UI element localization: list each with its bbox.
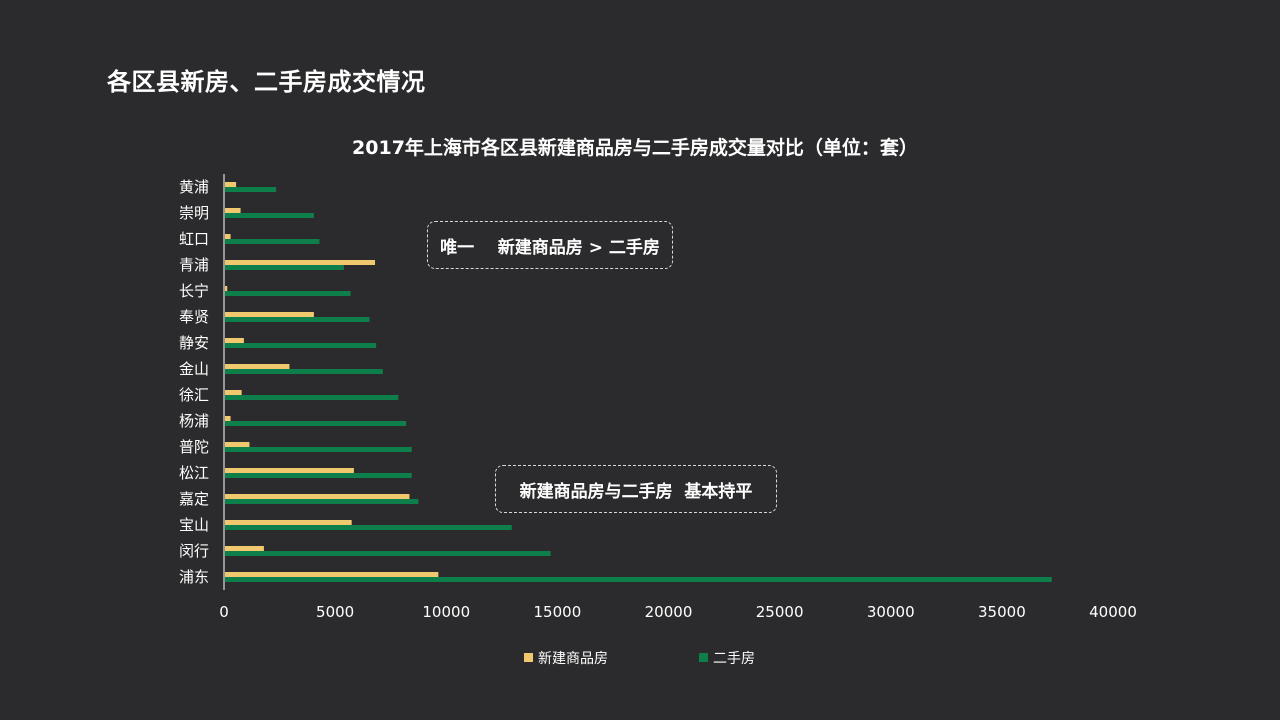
- bars-group: [225, 182, 1052, 582]
- bar-second-hand: [225, 395, 399, 400]
- x-tick-label: 35000: [978, 603, 1026, 621]
- category-label: 黄浦: [179, 178, 209, 196]
- category-label: 虹口: [179, 230, 209, 248]
- bar-second-hand: [225, 369, 383, 374]
- legend-swatch: [524, 653, 533, 662]
- bar-new-housing: [225, 390, 242, 395]
- callout-unique: 唯一 新建商品房 > 二手房: [427, 221, 673, 269]
- bar-second-hand: [225, 551, 551, 556]
- x-tick-label: 5000: [316, 603, 354, 621]
- legend-swatch: [699, 653, 708, 662]
- bar-second-hand: [225, 291, 351, 296]
- bar-second-hand: [225, 343, 377, 348]
- category-label: 闵行: [179, 542, 209, 560]
- category-label: 宝山: [179, 516, 209, 534]
- legend-label: 新建商品房: [538, 651, 608, 667]
- bar-new-housing: [225, 234, 231, 239]
- category-label: 崇明: [179, 204, 209, 222]
- chart-title: 2017年上海市各区县新建商品房与二手房成交量对比（单位：套）: [352, 136, 918, 159]
- bar-new-housing: [225, 260, 376, 265]
- bar-second-hand: [225, 213, 314, 218]
- bar-new-housing: [225, 572, 439, 577]
- bar-new-housing: [225, 312, 314, 317]
- category-label: 嘉定: [179, 490, 209, 508]
- bar-new-housing: [225, 208, 241, 213]
- category-label: 浦东: [179, 568, 209, 586]
- category-label: 松江: [179, 464, 209, 482]
- bar-new-housing: [225, 182, 237, 187]
- bar-new-housing: [225, 442, 250, 447]
- category-label: 杨浦: [179, 412, 209, 430]
- page-title: 各区县新房、二手房成交情况: [107, 68, 426, 96]
- bar-new-housing: [225, 286, 228, 291]
- category-label: 奉贤: [179, 308, 209, 326]
- bar-second-hand: [225, 421, 407, 426]
- category-label: 青浦: [179, 256, 209, 274]
- bar-new-housing: [225, 338, 244, 343]
- bar-second-hand: [225, 265, 344, 270]
- callout-balanced: 新建商品房与二手房 基本持平: [495, 465, 777, 513]
- bar-second-hand: [225, 525, 512, 530]
- category-label: 长宁: [179, 282, 209, 300]
- bar-new-housing: [225, 468, 354, 473]
- bar-second-hand: [225, 447, 412, 452]
- bar-new-housing: [225, 546, 264, 551]
- bar-second-hand: [225, 577, 1052, 582]
- category-label: 徐汇: [179, 386, 209, 404]
- bar-second-hand: [225, 317, 370, 322]
- bar-new-housing: [225, 364, 290, 369]
- bar-second-hand: [225, 499, 419, 504]
- bar-second-hand: [225, 239, 320, 244]
- x-tick-label: 30000: [867, 603, 915, 621]
- x-tick-label: 0: [219, 603, 229, 621]
- bar-new-housing: [225, 416, 231, 421]
- bar-new-housing: [225, 494, 410, 499]
- category-label: 普陀: [179, 438, 209, 456]
- bar-second-hand: [225, 473, 412, 478]
- x-tick-label: 25000: [756, 603, 804, 621]
- category-label: 静安: [179, 334, 209, 352]
- category-label: 金山: [179, 360, 209, 378]
- x-tick-label: 40000: [1089, 603, 1137, 621]
- x-tick-label: 15000: [534, 603, 582, 621]
- legend-label: 二手房: [713, 651, 755, 667]
- bar-new-housing: [225, 520, 352, 525]
- x-tick-label: 10000: [422, 603, 470, 621]
- x-axis-ticks: 0 5000 10000 15000 20000 25000 30000 35000 40000: [219, 603, 1137, 621]
- x-tick-label: 20000: [645, 603, 693, 621]
- bar-second-hand: [225, 187, 277, 192]
- legend: 新建商品房 二手房: [524, 651, 755, 667]
